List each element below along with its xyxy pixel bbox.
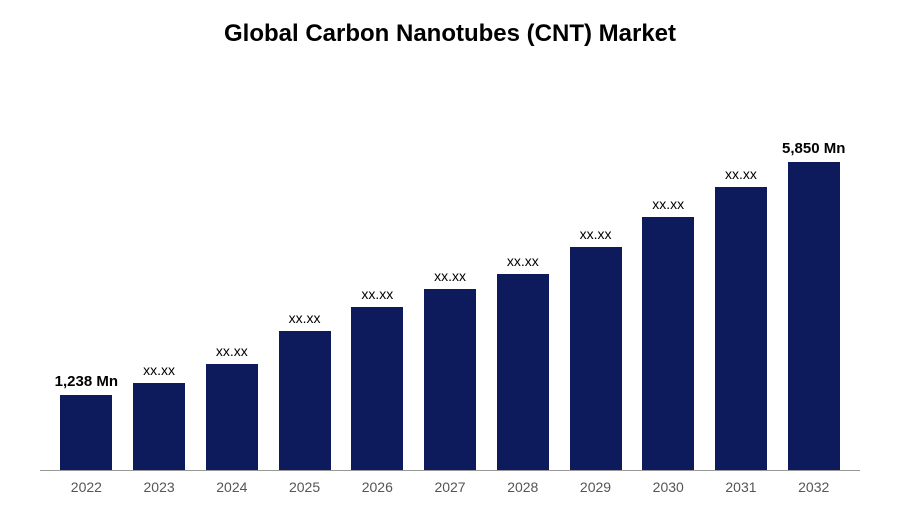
- bar-value-label: xx.xx: [507, 253, 539, 269]
- x-axis-label: 2022: [50, 479, 123, 495]
- x-axis-label: 2024: [195, 479, 268, 495]
- bar-group: xx.xx: [195, 78, 268, 470]
- x-axis: 2022202320242025202620272028202920302031…: [40, 471, 860, 495]
- bar-group: xx.xx: [341, 78, 414, 470]
- bar-value-label: 1,238 Mn: [55, 373, 118, 390]
- x-axis-label: 2029: [559, 479, 632, 495]
- bar: [206, 364, 258, 470]
- bar-group: 5,850 Mn: [777, 78, 850, 470]
- bar-group: xx.xx: [268, 78, 341, 470]
- x-axis-label: 2023: [123, 479, 196, 495]
- x-axis-label: 2026: [341, 479, 414, 495]
- bar-group: xx.xx: [705, 78, 778, 470]
- bar: [642, 217, 694, 470]
- bar-value-label: xx.xx: [434, 268, 466, 284]
- bar-value-label: xx.xx: [289, 310, 321, 326]
- bar: [715, 187, 767, 470]
- bar-value-label: xx.xx: [361, 286, 393, 302]
- bar-value-label: 5,850 Mn: [782, 140, 845, 157]
- x-axis-label: 2027: [414, 479, 487, 495]
- x-axis-label: 2031: [705, 479, 778, 495]
- bar: [497, 274, 549, 470]
- chart-container: Global Carbon Nanotubes (CNT) Market 1,2…: [0, 0, 900, 525]
- x-axis-label: 2030: [632, 479, 705, 495]
- bar-group: xx.xx: [632, 78, 705, 470]
- bar-group: xx.xx: [414, 78, 487, 470]
- bar-group: xx.xx: [486, 78, 559, 470]
- bar-group: xx.xx: [123, 78, 196, 470]
- bar-group: 1,238 Mn: [50, 78, 123, 470]
- bar-group: xx.xx: [559, 78, 632, 470]
- bar-value-label: xx.xx: [216, 343, 248, 359]
- bar: [570, 247, 622, 470]
- chart-title: Global Carbon Nanotubes (CNT) Market: [40, 20, 860, 48]
- bar: [279, 331, 331, 470]
- bar: [351, 307, 403, 470]
- bar-value-label: xx.xx: [580, 226, 612, 242]
- bar: [133, 383, 185, 470]
- bar-value-label: xx.xx: [143, 362, 175, 378]
- bar-value-label: xx.xx: [725, 166, 757, 182]
- bar: [60, 395, 112, 470]
- x-axis-label: 2028: [486, 479, 559, 495]
- bar: [788, 162, 840, 470]
- x-axis-label: 2032: [777, 479, 850, 495]
- x-axis-label: 2025: [268, 479, 341, 495]
- bar: [424, 289, 476, 470]
- chart-plot-area: 1,238 Mn xx.xx xx.xx xx.xx xx.xx xx.xx xx.xx xx…: [40, 78, 860, 471]
- bar-value-label: xx.xx: [652, 196, 684, 212]
